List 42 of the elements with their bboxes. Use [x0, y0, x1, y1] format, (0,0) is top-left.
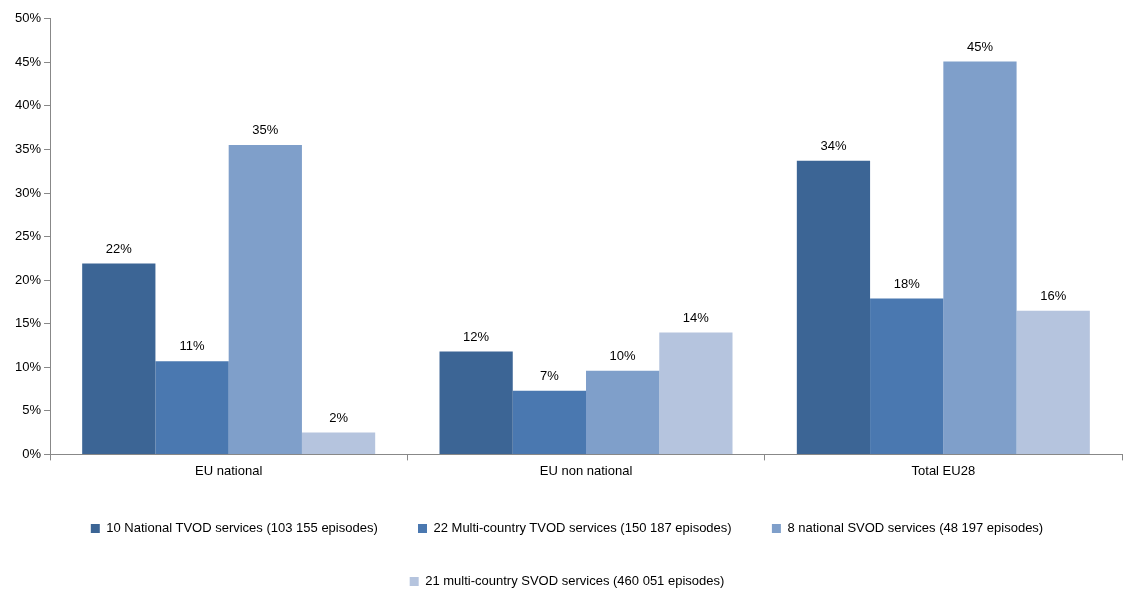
legend-label: 8 national SVOD services (48 197 episodes) — [787, 520, 1044, 536]
data-label: 10% — [609, 347, 637, 363]
data-label: 11% — [179, 338, 206, 354]
y-tick-label: 10% — [14, 358, 42, 374]
x-tick-label: Total EU28 — [911, 462, 976, 478]
data-label: 16% — [1040, 287, 1067, 303]
bar — [943, 61, 1017, 454]
bar — [228, 145, 302, 454]
data-label: 12% — [463, 328, 490, 344]
data-label: 45% — [966, 38, 994, 54]
y-tick-label: 35% — [14, 141, 42, 157]
y-tick-label: 0% — [22, 445, 42, 461]
data-label: 2% — [329, 409, 349, 425]
bar — [659, 332, 733, 454]
bar — [512, 390, 587, 454]
legend-label: 10 National TVOD services (103 155 episodes) — [106, 520, 378, 536]
x-tick-label: EU non national — [539, 462, 633, 478]
data-label: 14% — [682, 309, 710, 325]
bar — [301, 432, 376, 454]
bar — [1016, 310, 1090, 454]
bar — [870, 298, 944, 454]
data-label: 35% — [252, 122, 279, 138]
y-tick-label: 40% — [14, 97, 42, 113]
data-label: 18% — [893, 275, 921, 291]
y-tick-label: 5% — [22, 402, 42, 418]
data-label: 22% — [105, 240, 133, 256]
bar — [586, 370, 660, 454]
bar — [155, 361, 229, 454]
legend-label: 22 Multi-country TVOD services (150 187 episodes) — [433, 520, 732, 536]
y-tick-label: 15% — [14, 315, 42, 331]
y-tick-label: 50% — [14, 10, 42, 26]
bar — [796, 160, 871, 454]
y-tick-label: 30% — [14, 184, 42, 200]
bar — [82, 263, 156, 454]
bar — [439, 351, 513, 454]
y-tick-label: 20% — [14, 271, 42, 287]
y-tick-label: 25% — [14, 228, 42, 244]
data-label: 7% — [539, 367, 560, 383]
legend-label: 21 multi-country SVOD services (460 051 episodes) — [425, 573, 725, 589]
y-tick-label: 45% — [14, 53, 42, 69]
data-label: 34% — [820, 137, 847, 153]
x-tick-label: EU national — [195, 462, 263, 478]
